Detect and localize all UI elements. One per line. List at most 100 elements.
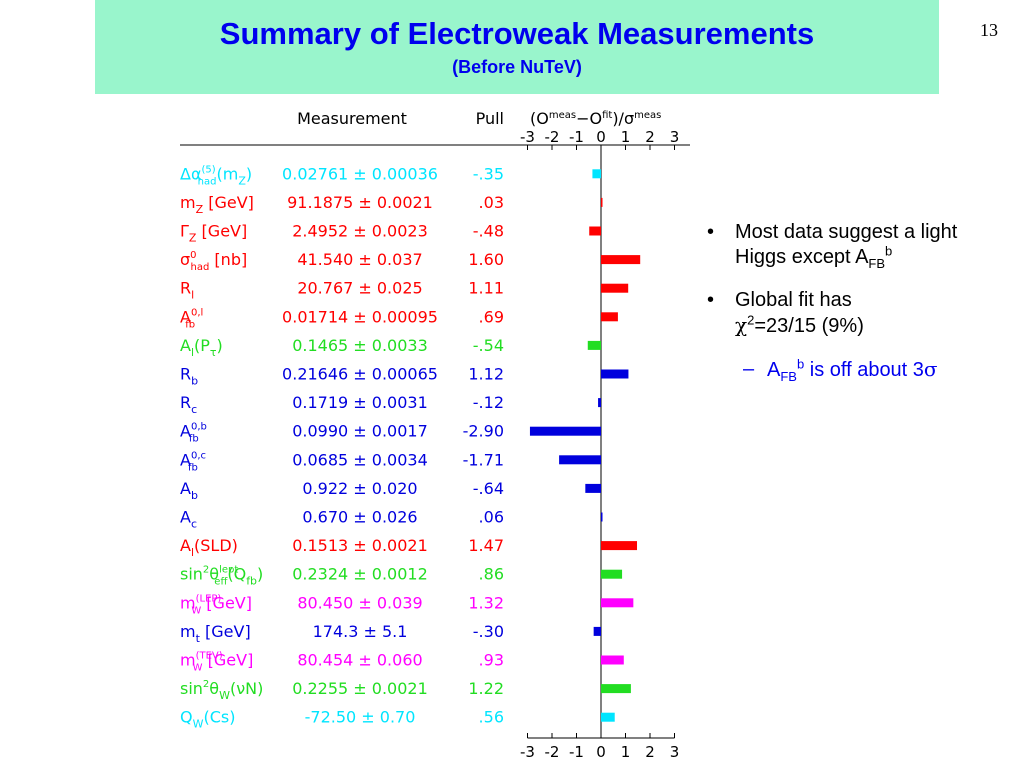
tick-label-top: 3 bbox=[670, 128, 680, 146]
row-pull: .93 bbox=[479, 651, 504, 670]
row-measurement: 91.1875 ± 0.0021 bbox=[287, 193, 433, 212]
sub-bullet-rest: is off about 3 bbox=[804, 359, 924, 381]
row-pull: -.54 bbox=[473, 336, 504, 355]
pull-bar bbox=[601, 541, 638, 551]
pull-bar bbox=[601, 369, 629, 379]
row-label: A0,c fb bbox=[180, 450, 206, 473]
bullet-marker: • bbox=[707, 289, 715, 311]
row-label: sin2θlept eff(Qfb) bbox=[180, 565, 263, 588]
row-pull: -.35 bbox=[473, 164, 504, 183]
row-label: Δα(5) had(mZ) bbox=[180, 164, 252, 187]
pull-chart: Measurement Pull (Omeas−Ofit)/σmeas-3-3-2-… bbox=[180, 109, 690, 761]
bullet-fit-line1: Global fit has bbox=[735, 289, 852, 311]
row-pull: 1.47 bbox=[468, 536, 504, 555]
pull-bar bbox=[601, 197, 603, 207]
slide-title: Summary of Electroweak Measurements bbox=[219, 16, 815, 51]
tick-label-top: -3 bbox=[520, 128, 535, 146]
pull-bar bbox=[601, 512, 603, 522]
row-measurement: 0.02761 ± 0.00036 bbox=[282, 164, 438, 183]
row-measurement: 0.2324 ± 0.0012 bbox=[292, 565, 428, 584]
tick-label-bottom: 1 bbox=[621, 743, 631, 761]
tick-label-top: 0 bbox=[596, 128, 606, 146]
row-pull: .69 bbox=[479, 307, 504, 326]
sub-bullet-sup: b bbox=[796, 356, 805, 372]
row-measurement: 0.1513 ± 0.0021 bbox=[292, 536, 428, 555]
pull-bar bbox=[601, 569, 623, 579]
tick-label-top: 1 bbox=[621, 128, 631, 146]
row-label: Ac bbox=[180, 508, 197, 531]
row-measurement: 0.21646 ± 0.00065 bbox=[282, 365, 438, 384]
row-pull: -1.71 bbox=[463, 450, 504, 469]
row-measurement: 80.450 ± 0.039 bbox=[297, 593, 422, 612]
row-pull: 1.12 bbox=[468, 365, 504, 384]
bullet-list: • Most data suggest a light Higgs except… bbox=[707, 220, 1007, 383]
row-label: m(LEP) W [GeV] bbox=[180, 593, 252, 616]
row-label: Rb bbox=[180, 365, 198, 388]
row-measurement: 80.454 ± 0.060 bbox=[297, 651, 422, 670]
row-pull: .03 bbox=[479, 193, 504, 212]
row-label: Ab bbox=[180, 479, 198, 502]
bullet-higgs-sup: b bbox=[885, 243, 893, 259]
row-measurement: 0.01714 ± 0.00095 bbox=[282, 307, 438, 326]
row-measurement: 0.1719 ± 0.0031 bbox=[292, 393, 428, 412]
sub-bullet-marker: – bbox=[743, 358, 755, 380]
row-measurement: 2.4952 ± 0.0023 bbox=[292, 222, 428, 241]
bullet-marker: • bbox=[707, 221, 715, 243]
row-label: A0,b fb bbox=[180, 422, 207, 445]
row-label: mt [GeV] bbox=[180, 622, 251, 645]
pull-bar bbox=[598, 398, 601, 408]
row-label: sin2θW(νN) bbox=[180, 679, 263, 702]
tick-label-top: 2 bbox=[645, 128, 655, 146]
slide-number: 13 bbox=[980, 20, 998, 40]
pull-bar bbox=[601, 684, 631, 694]
pull-bar bbox=[592, 169, 601, 179]
row-pull: -.12 bbox=[473, 393, 504, 412]
row-pull: -2.90 bbox=[463, 422, 504, 441]
row-label: m(TEV) W [GeV] bbox=[180, 651, 253, 674]
tick-label-top: -2 bbox=[545, 128, 560, 146]
row-measurement: 0.2255 ± 0.0021 bbox=[292, 679, 428, 698]
row-pull: .06 bbox=[479, 508, 504, 527]
title-band: Summary of Electroweak Measurements (Bef… bbox=[95, 0, 939, 94]
sub-bullet-afb: – AFBb is off about 3σ bbox=[743, 357, 1007, 383]
tick-label-bottom: -1 bbox=[569, 743, 584, 761]
row-label: QW(Cs) bbox=[180, 708, 235, 731]
tick-label-bottom: 3 bbox=[670, 743, 680, 761]
tick-label-bottom: 2 bbox=[645, 743, 655, 761]
pull-header: Pull bbox=[476, 109, 504, 128]
pull-bar bbox=[601, 312, 618, 322]
pull-bar bbox=[587, 340, 601, 350]
row-label: Al(SLD) bbox=[180, 536, 238, 559]
tick-label-bottom: -2 bbox=[545, 743, 560, 761]
measurement-header: Measurement bbox=[297, 109, 407, 128]
row-pull: -.48 bbox=[473, 222, 504, 241]
axis-title: (Omeas−Ofit)/σmeas bbox=[530, 109, 661, 128]
row-pull: -.30 bbox=[473, 622, 504, 641]
pull-bar bbox=[589, 226, 601, 236]
row-label: Al(Pτ) bbox=[180, 336, 223, 359]
row-measurement: 174.3 ± 5.1 bbox=[313, 622, 408, 641]
row-measurement: 0.670 ± 0.026 bbox=[302, 508, 417, 527]
tick-label-bottom: -3 bbox=[520, 743, 535, 761]
pull-bar bbox=[593, 626, 601, 636]
pull-bar bbox=[601, 712, 615, 722]
row-label: mZ [GeV] bbox=[180, 193, 254, 216]
row-measurement: 0.0685 ± 0.0034 bbox=[292, 450, 428, 469]
pull-bar bbox=[601, 598, 634, 608]
row-measurement: 0.0990 ± 0.0017 bbox=[292, 422, 428, 441]
row-pull: -.64 bbox=[473, 479, 504, 498]
bullet-higgs: • Most data suggest a light Higgs except… bbox=[707, 220, 1007, 270]
pull-bar bbox=[585, 483, 601, 493]
pull-bar bbox=[529, 426, 601, 436]
pull-bar bbox=[559, 455, 601, 465]
row-measurement: 41.540 ± 0.037 bbox=[297, 250, 422, 269]
chi-symbol: χ bbox=[735, 313, 748, 337]
row-pull: 1.11 bbox=[468, 279, 504, 298]
row-measurement: 0.922 ± 0.020 bbox=[302, 479, 417, 498]
row-label: A0,l fb bbox=[180, 307, 203, 330]
row-pull: .56 bbox=[479, 708, 504, 727]
row-measurement: 0.1465 ± 0.0033 bbox=[292, 336, 428, 355]
pull-bar bbox=[601, 283, 629, 293]
sigma-symbol: σ bbox=[923, 357, 938, 381]
row-label: Rc bbox=[180, 393, 197, 416]
